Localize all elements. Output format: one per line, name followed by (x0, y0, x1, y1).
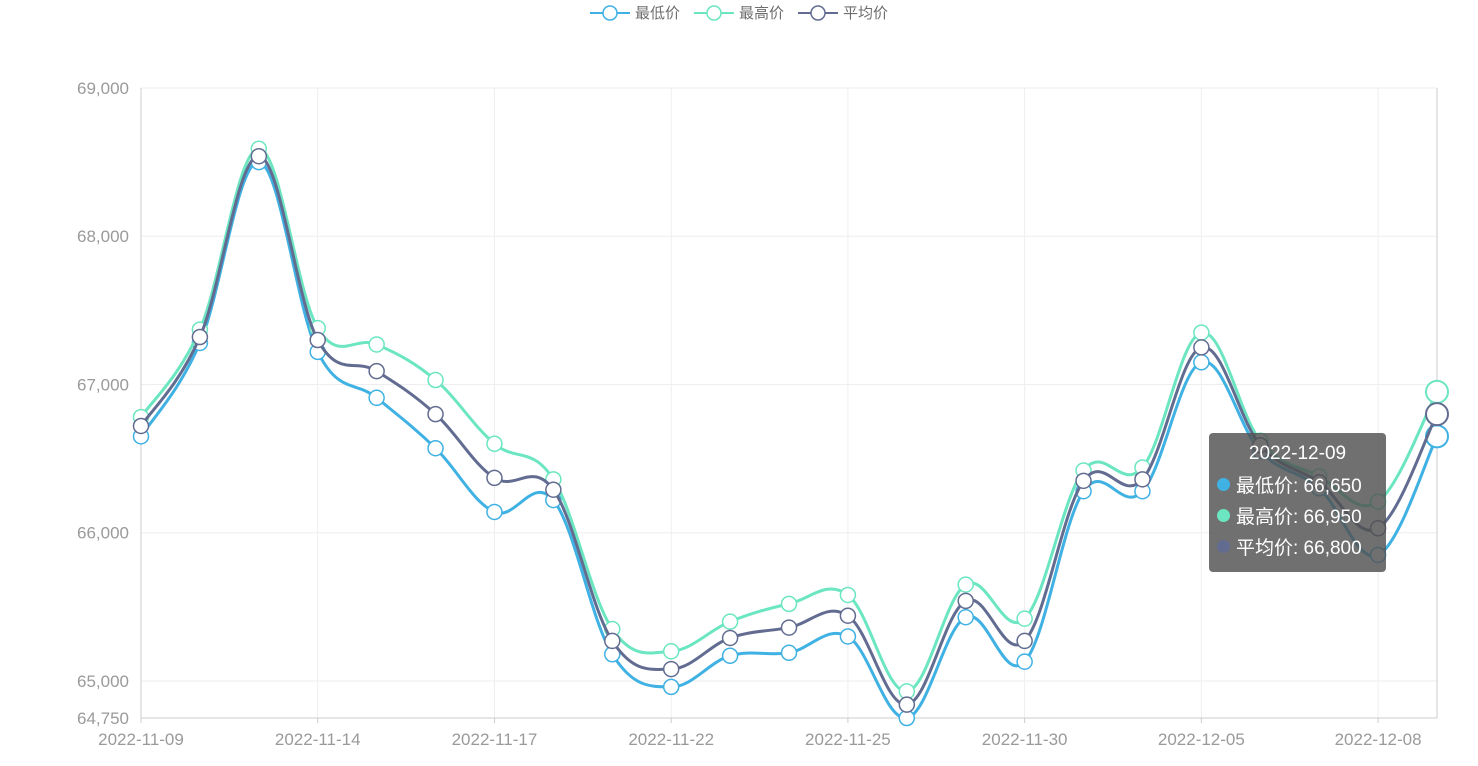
tooltip-avg-dot-icon (1217, 540, 1230, 553)
data-point (957, 608, 974, 626)
x-tick-label: 2022-11-14 (275, 730, 361, 749)
data-point (721, 647, 739, 664)
x-tick-label: 2022-11-22 (628, 730, 714, 749)
data-point (1016, 632, 1033, 650)
data-point (368, 389, 385, 407)
data-point (427, 405, 444, 423)
legend-item-min[interactable]: 最低价 (589, 2, 680, 23)
x-tick-label: 2022-12-08 (1335, 730, 1422, 749)
legend-min-icon (589, 4, 630, 21)
series-line (139, 160, 1439, 720)
tooltip: 2022-12-09 最低价: 66,650 最高价: 66,950 平均价: … (1209, 433, 1386, 572)
data-point (662, 660, 680, 678)
data-point (1425, 379, 1449, 404)
tooltip-row-max: 最高价: 66,950 (1217, 500, 1378, 531)
data-point (427, 371, 444, 389)
tooltip-row-label: 最低价: 66,650 (1236, 476, 1362, 497)
data-point (545, 481, 562, 498)
legend-item-avg[interactable]: 平均价 (798, 2, 888, 23)
data-point (839, 607, 857, 624)
data-point (604, 632, 621, 650)
data-point (780, 644, 798, 662)
tooltip-row-label: 最高价: 66,950 (1236, 507, 1362, 528)
legend-item-max[interactable]: 最高价 (693, 2, 784, 23)
y-tick-label: 69,000 (77, 79, 129, 98)
data-point (721, 613, 739, 630)
data-point (721, 629, 739, 647)
data-point (250, 147, 268, 165)
data-point (957, 592, 974, 610)
data-point (486, 435, 503, 453)
data-point (1016, 653, 1033, 670)
tooltip-row-avg: 平均价: 66,800 (1217, 531, 1378, 562)
y-tick-label: 68,000 (77, 227, 129, 246)
legend-max-icon (693, 4, 734, 21)
y-tick-label: 67,000 (77, 375, 129, 394)
data-point (309, 331, 326, 349)
data-point (427, 439, 444, 457)
data-point (662, 678, 680, 696)
y-tick-label: 66,000 (77, 524, 129, 543)
data-point (957, 576, 974, 593)
tooltip-min-dot-icon (1217, 478, 1230, 491)
data-point (839, 628, 857, 645)
legend-avg-icon (798, 4, 838, 21)
data-point (1016, 610, 1033, 627)
data-point (1193, 353, 1210, 371)
data-point (1193, 324, 1210, 341)
data-point (1134, 471, 1151, 488)
x-tick-label: 2022-11-09 (98, 730, 184, 749)
data-point (839, 586, 857, 604)
x-tick-label: 2022-11-30 (982, 730, 1068, 749)
tooltip-row-label: 平均价: 66,800 (1236, 538, 1362, 559)
tooltip-max-dot-icon (1217, 509, 1230, 522)
data-point (486, 469, 503, 487)
data-point (1193, 339, 1210, 356)
data-point (898, 696, 916, 713)
legend: 最低价 最高价 平均价 (0, 2, 1478, 23)
legend-label-max: 最高价 (738, 4, 784, 22)
data-point (1075, 472, 1092, 490)
data-point (662, 643, 680, 660)
data-point (368, 362, 385, 380)
data-point (780, 619, 798, 636)
data-point (191, 328, 209, 346)
legend-label-min: 最低价 (634, 4, 680, 22)
legend-label-avg: 平均价 (843, 4, 889, 22)
data-point (486, 503, 503, 521)
tooltip-row-min: 最低价: 66,650 (1217, 469, 1378, 500)
data-point (368, 336, 385, 353)
y-tick-label: 64,750 (77, 709, 129, 728)
x-tick-label: 2022-12-05 (1158, 730, 1245, 749)
x-tick-label: 2022-11-25 (805, 730, 891, 749)
data-point (780, 595, 798, 613)
x-tick-label: 2022-11-17 (452, 730, 538, 749)
y-tick-label: 65,000 (77, 672, 129, 691)
data-point (1425, 402, 1449, 427)
tooltip-title: 2022-12-09 (1248, 443, 1347, 464)
data-point (132, 417, 150, 435)
